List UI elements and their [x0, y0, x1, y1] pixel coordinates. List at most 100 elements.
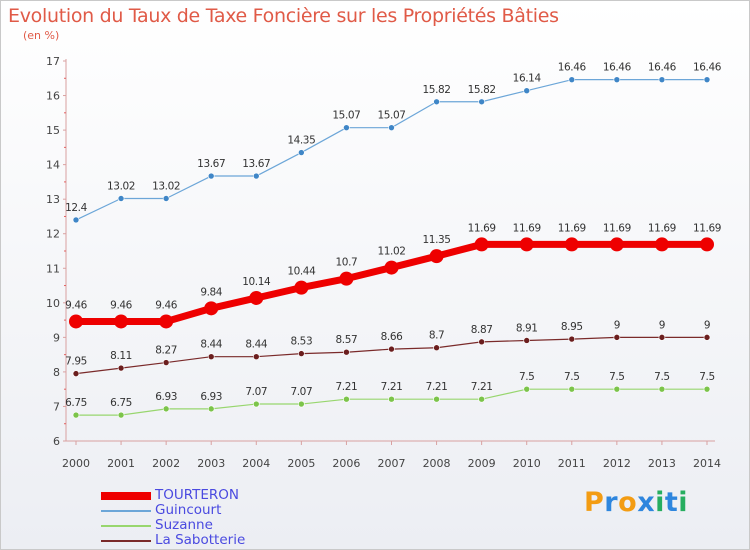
x-tick-label: 2014: [693, 457, 721, 470]
data-label-suzanne: 7.5: [699, 371, 715, 383]
data-label-tourteron: 9.46: [110, 299, 132, 311]
data-point-guincourt: [613, 76, 621, 83]
legend-label: La Sabotterie: [155, 532, 246, 548]
data-label-tourteron: 9.84: [200, 286, 222, 298]
data-point-suzanne: [298, 400, 305, 408]
data-label-tourteron: 11.69: [468, 222, 496, 234]
data-point-tourteron: [294, 280, 309, 295]
data-label-guincourt: 15.82: [468, 84, 496, 96]
x-tick-label: 2011: [558, 457, 586, 470]
y-tick-label: 6: [53, 435, 60, 448]
data-label-guincourt: 16.46: [603, 62, 632, 74]
data-label-tourteron: 10.7: [336, 257, 358, 269]
data-point-suzanne: [117, 411, 125, 419]
data-label-suzanne: 7.07: [290, 386, 312, 398]
data-point-suzanne: [433, 395, 440, 403]
chart-title: Evolution du Taux de Taxe Foncière sur l…: [8, 5, 559, 27]
data-label-suzanne: 6.93: [155, 391, 177, 403]
data-point-guincourt: [433, 98, 440, 106]
data-point-guincourt: [298, 149, 305, 156]
data-label-la-sabotterie: 8.66: [381, 331, 403, 343]
data-label-suzanne: 7.5: [519, 371, 535, 383]
x-tick-label: 2007: [378, 457, 406, 470]
x-tick-label: 2009: [468, 457, 496, 470]
data-label-la-sabotterie: 8.11: [110, 350, 132, 362]
data-label-guincourt: 14.35: [287, 135, 315, 147]
data-label-guincourt: 13.02: [107, 180, 135, 192]
data-label-tourteron: 11.69: [648, 222, 676, 234]
data-label-suzanne: 7.21: [336, 381, 358, 393]
legend-item: Suzanne: [101, 518, 245, 533]
data-point-guincourt: [207, 172, 215, 180]
data-point-suzanne: [252, 400, 260, 408]
data-label-suzanne: 7.5: [654, 371, 670, 383]
data-label-suzanne: 7.07: [245, 386, 267, 398]
x-tick-label: 2006: [332, 457, 360, 470]
data-point-suzanne: [207, 405, 215, 413]
data-point-guincourt: [523, 87, 531, 95]
x-tick-label: 2004: [242, 457, 270, 470]
data-label-tourteron: 11.69: [693, 222, 721, 234]
series-line-guincourt: [75, 79, 708, 221]
data-point-la-sabotterie: [478, 338, 485, 346]
data-point-la-sabotterie: [703, 334, 711, 341]
data-point-suzanne: [568, 385, 576, 393]
data-point-tourteron: [429, 249, 444, 264]
data-point-tourteron: [564, 237, 579, 252]
data-point-suzanne: [523, 385, 531, 393]
data-label-tourteron: 11.02: [377, 246, 405, 258]
data-point-guincourt: [72, 216, 80, 224]
data-label-guincourt: 16.46: [558, 62, 587, 74]
data-point-la-sabotterie: [388, 345, 395, 353]
logo-letter: P: [584, 487, 605, 518]
data-point-guincourt: [343, 124, 350, 131]
data-label-guincourt: 16.14: [513, 73, 542, 85]
data-label-suzanne: 6.75: [65, 397, 87, 409]
data-point-la-sabotterie: [343, 348, 350, 356]
data-point-la-sabotterie: [207, 353, 215, 361]
data-point-la-sabotterie: [252, 353, 260, 361]
data-label-la-sabotterie: 8.91: [516, 322, 538, 334]
data-point-tourteron: [204, 301, 219, 316]
y-tick-label: 14: [46, 159, 60, 172]
data-label-suzanne: 7.5: [564, 371, 580, 383]
data-point-guincourt: [478, 98, 485, 106]
legend-label: Guincourt: [155, 502, 222, 518]
data-label-suzanne: 6.93: [200, 391, 222, 403]
data-point-la-sabotterie: [568, 335, 576, 343]
data-label-tourteron: 10.44: [287, 266, 316, 278]
data-label-tourteron: 11.69: [558, 222, 586, 234]
legend-item: Guincourt: [101, 503, 245, 518]
data-point-la-sabotterie: [433, 344, 440, 352]
x-tick-label: 2010: [513, 457, 541, 470]
data-point-guincourt: [162, 195, 170, 202]
data-point-guincourt: [388, 124, 395, 131]
data-label-la-sabotterie: 8.44: [245, 339, 267, 351]
y-tick-label: 8: [53, 366, 60, 379]
data-point-tourteron: [700, 237, 714, 252]
data-label-tourteron: 10.14: [242, 276, 271, 288]
y-tick-label: 17: [46, 55, 60, 68]
data-point-tourteron: [474, 237, 489, 252]
data-point-tourteron: [654, 237, 669, 252]
data-label-la-sabotterie: 8.27: [155, 345, 177, 357]
data-point-tourteron: [249, 290, 264, 305]
data-label-tourteron: 11.35: [423, 234, 451, 246]
legend-item: TOURTERON: [101, 488, 245, 503]
logo-letter: r: [604, 487, 619, 518]
x-tick-label: 2000: [62, 457, 90, 470]
legend-swatch: [101, 491, 151, 500]
data-point-la-sabotterie: [162, 359, 170, 366]
logo-letter: i: [678, 487, 689, 518]
data-point-guincourt: [252, 172, 260, 180]
data-label-guincourt: 16.46: [693, 62, 722, 74]
legend-label: Suzanne: [155, 517, 213, 533]
data-point-la-sabotterie: [613, 334, 621, 341]
legend-swatch: [101, 539, 151, 542]
data-point-suzanne: [388, 395, 395, 403]
data-point-suzanne: [613, 385, 621, 393]
x-tick-label: 2012: [603, 457, 631, 470]
data-label-guincourt: 16.46: [648, 62, 677, 74]
proxiti-logo: Proxiti: [584, 487, 688, 518]
